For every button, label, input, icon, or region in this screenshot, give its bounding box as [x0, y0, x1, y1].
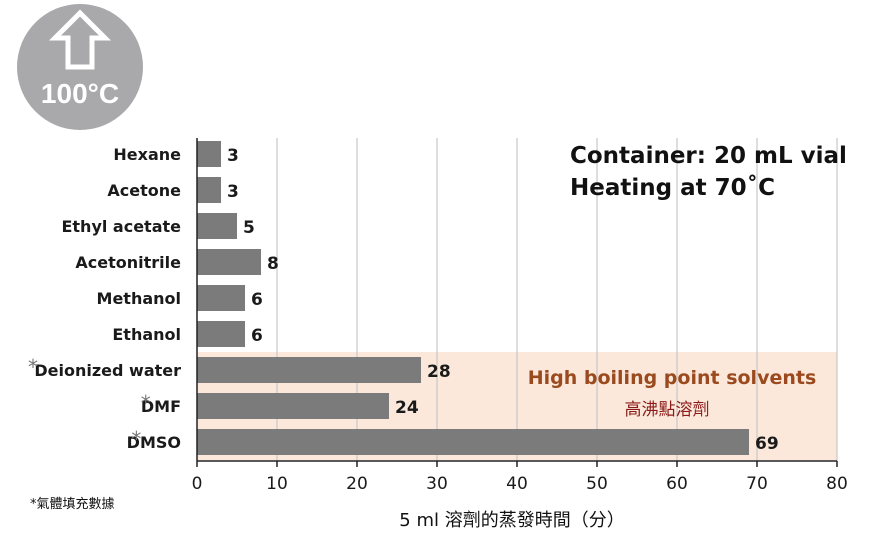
- x-tick-label: 40: [506, 474, 528, 494]
- value-label: 3: [227, 146, 239, 166]
- x-tick-label: 30: [426, 474, 448, 494]
- high-boiling-label-en: High boiling point solvents: [528, 367, 817, 389]
- value-label: 24: [395, 398, 419, 418]
- bar-0: [197, 141, 221, 167]
- category-label: Acetonitrile: [75, 253, 181, 272]
- category-label: Methanol: [97, 289, 181, 308]
- grid-lines: [276, 138, 838, 461]
- bar-7: [197, 393, 389, 419]
- bar-5: [197, 321, 245, 347]
- up-arrow-icon: [48, 9, 112, 70]
- bar-2: [197, 213, 237, 239]
- x-tick-label: 50: [586, 474, 608, 494]
- heating-info: Heating at 70˚C: [570, 174, 775, 201]
- footnote: *氣體填充數據: [30, 496, 115, 512]
- category-label: Deionized water: [34, 361, 181, 380]
- category-label: DMSO: [127, 433, 181, 452]
- x-axis-label: 5 ml 溶劑的蒸發時間（分）: [399, 510, 624, 531]
- x-tick-label: 20: [346, 474, 368, 494]
- star-marker: *: [131, 427, 141, 451]
- bar-8: [197, 429, 749, 455]
- x-axis: 0 10 20 30 40 50 60 70 80: [192, 138, 848, 494]
- badge-label: 100°C: [41, 78, 119, 109]
- star-marker: *: [28, 355, 38, 379]
- value-label: 69: [755, 434, 779, 454]
- x-tick-label: 80: [826, 474, 848, 494]
- category-label: Ethanol: [112, 325, 181, 344]
- star-marker: *: [141, 391, 151, 415]
- bar-4: [197, 285, 245, 311]
- value-label: 8: [267, 254, 279, 274]
- category-label: Ethyl acetate: [61, 217, 181, 236]
- x-tick-label: 0: [192, 474, 203, 494]
- category-label: Hexane: [113, 145, 181, 164]
- x-tick-label: 10: [266, 474, 288, 494]
- value-label: 6: [251, 290, 263, 310]
- high-boiling-label-zh: 高沸點溶劑: [625, 400, 710, 420]
- container-info: Container: 20 mL vial: [570, 143, 847, 169]
- temperature-badge: 100°C: [17, 4, 143, 130]
- bar-6: [197, 357, 421, 383]
- bars: Hexane 3 Acetone 3 Ethyl acetate 5 Acetonitril…: [28, 141, 779, 455]
- category-label: Acetone: [107, 181, 181, 200]
- bar-1: [197, 177, 221, 203]
- value-label: 3: [227, 182, 239, 202]
- x-tick-label: 60: [666, 474, 688, 494]
- value-label: 28: [427, 362, 451, 382]
- category-label: DMF: [141, 397, 181, 416]
- bar-3: [197, 249, 261, 275]
- value-label: 6: [251, 326, 263, 346]
- x-tick-label: 70: [746, 474, 768, 494]
- value-label: 5: [243, 218, 255, 238]
